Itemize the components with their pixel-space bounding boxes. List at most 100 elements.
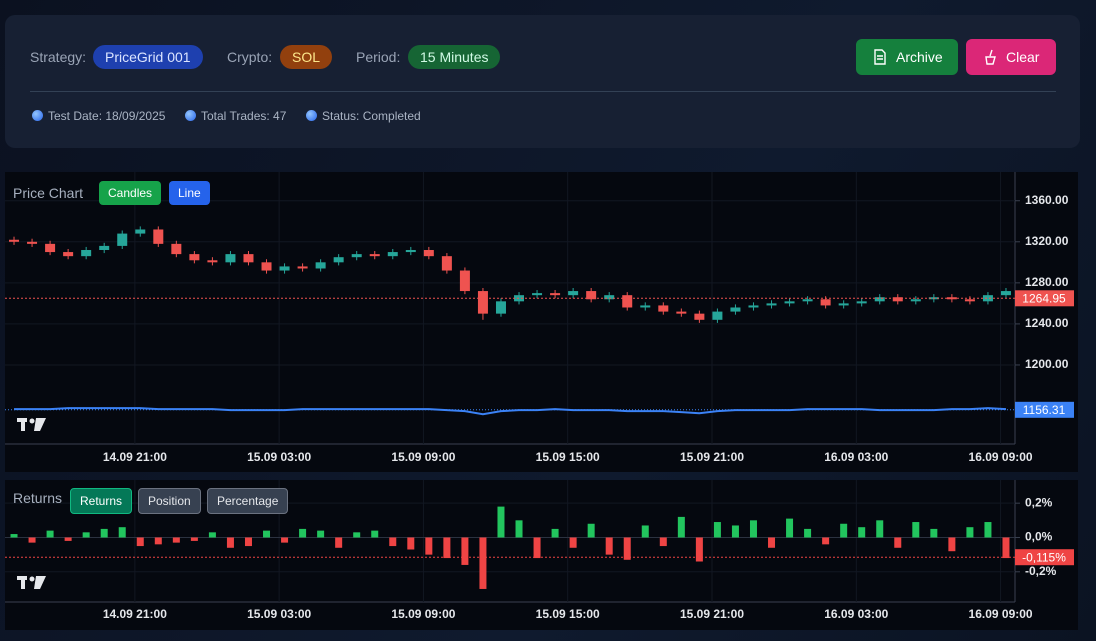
candle-body [279,266,290,271]
last-price-box [1015,401,1074,418]
candle-body [27,241,38,244]
candle-body [748,305,759,308]
bar [335,537,343,548]
candle-body [712,311,723,320]
candle-body [658,305,669,312]
candle-body [297,266,308,269]
bar [244,537,252,547]
bar [984,522,992,538]
last-price-label: 1264.95 [1022,291,1066,305]
candle-body [550,293,561,296]
bar [822,537,830,545]
x-tick-label: 16.09 03:00 [824,607,888,621]
last-price-label: 1156.31 [1023,403,1066,417]
bar [623,537,631,560]
strategy-label: Strategy: [30,49,87,65]
y-tick-label: 1360.00 [1025,193,1069,207]
bar [172,537,180,543]
period-badge: 15 Minutes [408,45,501,69]
candles-button[interactable]: Candles [99,181,162,205]
tv-logo [17,576,46,589]
header-card [5,15,1080,148]
bar [948,537,956,552]
last-price-box [1015,549,1074,566]
bar [371,530,379,538]
bar [587,523,595,538]
bar [407,537,415,550]
bar [64,537,72,541]
bar [281,537,289,543]
x-tick-label: 16.09 09:00 [969,607,1033,621]
bar [894,537,902,548]
candle-body [45,243,56,253]
x-tick-label: 15.09 09:00 [391,450,455,464]
tv-logo [17,418,46,431]
x-tick-label: 15.09 15:00 [536,450,600,464]
x-tick-label: 15.09 09:00 [391,607,455,621]
candle-body [477,291,488,314]
candle-body [766,303,777,306]
candle-body [568,291,579,296]
last-price-box [1015,290,1074,307]
y-tick-label: 1320.00 [1025,234,1069,248]
bar [190,537,198,541]
bar [28,537,36,543]
candle-body [514,295,525,302]
candle-body [495,301,506,314]
x-tick-label: 15.09 21:00 [680,450,744,464]
bar [804,528,812,538]
candle-body [171,243,182,255]
bar [82,532,90,538]
chart-title: Price Chart [13,185,84,201]
candle-body [622,295,633,308]
clear-button[interactable]: Clear [966,39,1056,75]
clear-label: Clear [1006,49,1040,65]
candle-body [982,295,993,302]
bar [100,528,108,538]
y-tick-label: 1200.00 [1025,357,1069,371]
archive-button[interactable]: Archive [856,39,958,75]
x-tick-label: 16.09 09:00 [969,450,1033,464]
line-button[interactable]: Line [169,181,210,205]
last-price-label: -0,115% [1022,550,1066,564]
bar [912,522,920,538]
chart-title: Returns [13,490,63,506]
info-trades: Total Trades: 47 [185,109,286,123]
bar [208,532,216,538]
bar [425,537,433,555]
candle-body [351,254,362,258]
candle-body [225,254,236,263]
crypto-label: Crypto: [227,49,273,65]
candle-body [423,250,434,257]
bar [966,527,974,538]
candle-body [604,295,615,300]
percentage-button[interactable]: Percentage [207,488,289,514]
info-date: Test Date: 18/09/2025 [32,109,165,123]
crypto-badge: SOL [280,45,333,69]
bar [605,537,613,555]
archive-label: Archive [896,49,943,65]
bar [876,520,884,538]
x-tick-label: 15.09 15:00 [536,607,600,621]
y-tick-label: -0,2% [1025,564,1057,578]
position-button[interactable]: Position [138,488,201,514]
y-tick-label: 0,2% [1025,495,1053,509]
returns-button[interactable]: Returns [70,488,133,514]
candle-body [9,239,20,242]
candle-body [81,250,92,257]
bar [443,537,451,559]
candle-body [315,262,326,269]
y-tick-label: 0,0% [1025,530,1053,544]
x-tick-label: 15.09 21:00 [680,607,744,621]
bar [10,534,18,538]
candle-body [135,229,146,234]
bar [497,506,505,538]
bar [515,520,523,538]
bar [858,527,866,538]
candle-body [694,313,705,320]
bar [713,522,721,538]
bar [118,527,126,538]
info-status: Status: Completed [306,109,421,123]
bar [317,530,325,538]
